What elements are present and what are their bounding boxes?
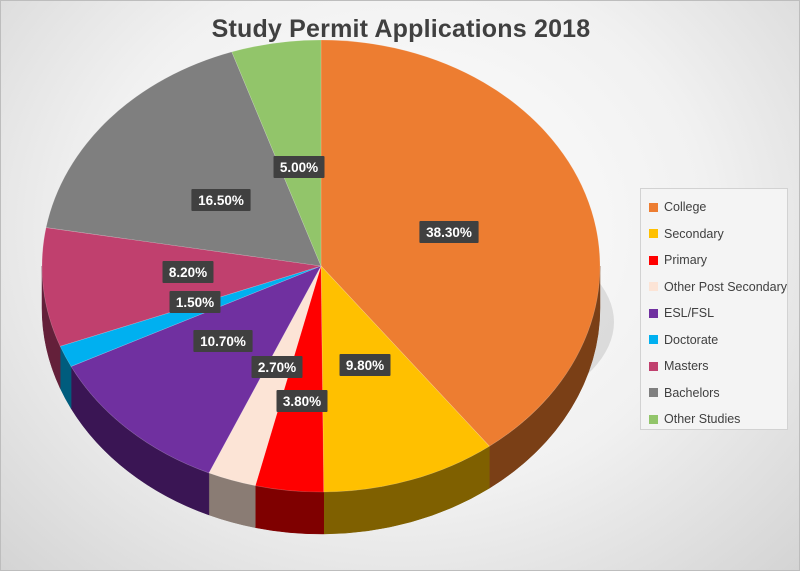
data-label-text: 9.80% [346,358,384,373]
legend-item-masters: Masters [649,353,787,380]
legend-swatch [649,255,658,265]
pie-slice-doctorate [59,265,322,367]
data-label-box [193,330,253,352]
data-label-other-studies: 5.00% [273,156,325,178]
legend-item-primary: Primary [649,247,787,274]
pie-side-primary [255,485,324,535]
pie-slice-college [320,39,601,447]
legend-label: Bachelors [664,385,720,400]
data-label-text: 1.50% [176,295,214,310]
data-label-text: 10.70% [200,334,246,349]
legend-swatch [649,335,658,345]
data-label-esl-fsl: 10.70% [193,330,253,352]
legend-item-other-post-secondary: Other Post Secondary [649,274,787,301]
data-label-box [191,189,251,211]
legend-item-other-studies: Other Studies [649,406,787,433]
data-label-secondary: 9.80% [339,354,391,376]
legend-swatch [649,414,658,424]
legend-item-secondary: Secondary [649,221,787,248]
data-label-other-post-secondary: 2.70% [251,356,303,378]
legend-label: Masters [664,359,709,374]
legend-item-doctorate: Doctorate [649,327,787,354]
pie-slice-bachelors [45,51,322,267]
data-label-box [276,390,328,412]
data-label-box [419,221,479,243]
pie-slice-masters [41,227,322,347]
chart-legend: College Secondary Primary Other Post Second… [640,188,788,430]
data-label-box [251,356,303,378]
legend-label: Other Studies [664,412,741,427]
data-label-bachelors: 16.50% [191,189,251,211]
legend-label: Primary [664,253,708,268]
pie-slice-primary [254,265,325,493]
legend-label: Doctorate [664,332,719,347]
chart-title: Study Permit Applications 2018 [211,15,591,43]
legend-swatch [649,361,658,371]
legend-swatch [649,229,658,239]
data-label-text: 3.80% [283,394,321,409]
data-label-text: 16.50% [198,193,244,208]
data-label-box [339,354,391,376]
data-label-masters: 8.20% [162,261,214,283]
pie-slice-secondary [320,265,490,493]
pie-slice-esl-fsl [70,265,322,474]
data-label-doctorate: 1.50% [169,291,221,313]
legend-item-college: College [649,194,787,221]
data-label-box [273,156,325,178]
legend-swatch [649,308,658,318]
data-label-text: 5.00% [280,160,318,175]
legend-swatch [649,388,658,398]
data-label-text: 38.30% [426,225,472,240]
data-label-box [169,291,221,313]
data-label-primary: 3.80% [276,390,328,412]
legend-label: College [664,200,707,215]
legend-label: Other Post Secondary [664,279,787,294]
data-label-text: 2.70% [258,360,296,375]
legend-item-esl-fsl: ESL/FSL [649,300,787,327]
legend-swatch [649,282,658,292]
data-label-text: 8.20% [169,265,207,280]
legend-label: Secondary [664,226,724,241]
data-label-college: 38.30% [419,221,479,243]
pie-slice-other-studies [231,39,322,267]
legend-swatch [649,202,658,212]
legend-item-bachelors: Bachelors [649,380,787,407]
data-label-box [162,261,214,283]
legend-label: ESL/FSL [664,306,715,321]
